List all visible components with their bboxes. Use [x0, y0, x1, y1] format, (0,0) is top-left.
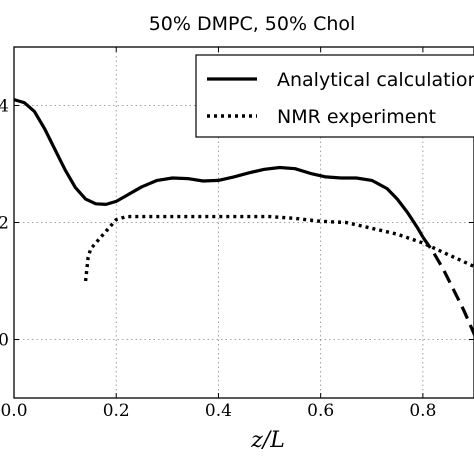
ticks: 0.0 0.2 0.4 0.6 0.8 0 2 4 — [0, 47, 474, 421]
series-layer — [14, 98, 474, 338]
legend-label: Analytical calculation — [277, 69, 474, 91]
x-tick-label: 0.4 — [205, 401, 232, 421]
series-dotted-line — [83, 214, 474, 282]
series-solid-line — [14, 98, 425, 238]
y-tick-label: 0 — [0, 331, 9, 351]
y-tick-label: 4 — [0, 97, 9, 117]
x-axis-label: z/L — [250, 428, 285, 453]
x-tick-label: 0.0 — [0, 401, 27, 421]
x-tick-label: 0.2 — [103, 401, 130, 421]
legend: Analytical calculation NMR experiment — [195, 54, 474, 138]
legend-label: NMR experiment — [277, 106, 436, 128]
chart-title: 50% DMPC, 50% Chol — [149, 13, 356, 35]
x-tick-label: 0.6 — [307, 401, 334, 421]
y-tick-label: 2 — [0, 214, 9, 234]
series-dashed-line — [421, 236, 474, 338]
legend-box — [195, 54, 474, 138]
x-tick-label: 0.8 — [409, 401, 436, 421]
